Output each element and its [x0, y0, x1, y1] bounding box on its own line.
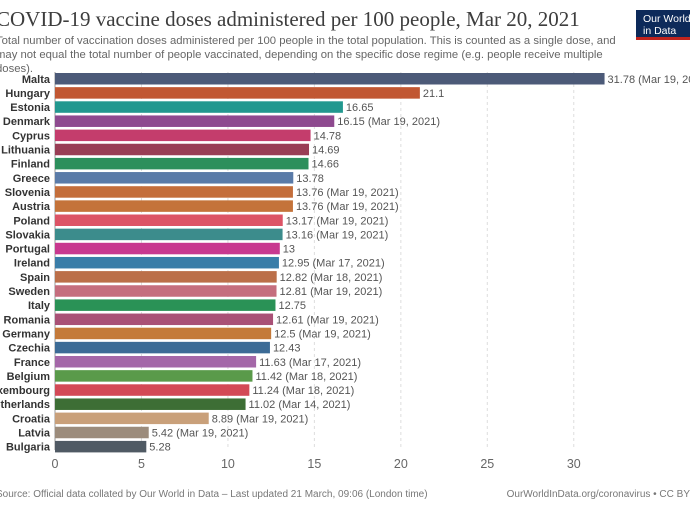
category-label: Finland [11, 159, 50, 171]
bar [55, 285, 277, 297]
bar [55, 341, 270, 354]
data-label: 13.76 (Mar 19, 2021) [296, 187, 399, 199]
bar [55, 101, 343, 113]
data-label: 16.65 [346, 102, 374, 114]
x-tick-label: 15 [307, 457, 321, 471]
x-tick-label: 10 [221, 457, 235, 471]
bar [55, 115, 335, 127]
category-label: Lithuania [1, 145, 51, 157]
category-label: Slovenia [5, 187, 51, 199]
bar [55, 143, 310, 156]
owid-logo[interactable]: Our World in Data [636, 10, 690, 40]
chart-title: COVID-19 vaccine doses administered per … [0, 7, 580, 31]
bar [55, 440, 147, 453]
category-label: Estonia [10, 102, 51, 114]
data-label: 11.42 (Mar 18, 2021) [255, 371, 357, 383]
category-label: Hungary [5, 88, 51, 100]
data-label: 12.75 [278, 300, 306, 312]
category-label: Spain [20, 272, 50, 284]
bar [55, 256, 279, 269]
data-label: 12.81 (Mar 19, 2021) [280, 286, 383, 298]
bar [55, 172, 294, 184]
bar [55, 299, 276, 311]
data-label: 12.61 (Mar 19, 2021) [276, 314, 379, 326]
license-link[interactable]: OurWorldInData.org/coronavirus • CC BY [506, 489, 690, 500]
category-label: Malta [22, 74, 51, 86]
data-label: 14.69 [312, 145, 340, 157]
data-label: 13.17 (Mar 19, 2021) [286, 215, 389, 227]
data-label: 14.78 [314, 130, 342, 142]
category-label: Croatia [12, 413, 51, 425]
data-label: 11.63 (Mar 17, 2021) [259, 357, 361, 369]
bar [55, 200, 293, 212]
category-label: Denmark [3, 116, 51, 128]
x-tick-label: 25 [480, 457, 494, 471]
bar [55, 356, 257, 368]
data-label: 13.78 [296, 173, 324, 185]
bar [55, 271, 277, 283]
bar [55, 87, 420, 99]
bar [55, 327, 272, 340]
data-label: 5.42 (Mar 19, 2021) [152, 428, 249, 440]
bar [55, 313, 274, 326]
source-note[interactable]: Source: Official data collated by Our Wo… [0, 489, 428, 500]
category-label: Bulgaria [6, 442, 51, 454]
bar [55, 426, 149, 439]
category-label: Romania [4, 314, 51, 326]
bar [55, 186, 293, 198]
category-label: Netherlands [0, 399, 50, 411]
category-label: Poland [13, 215, 50, 227]
bar [55, 214, 283, 226]
category-label: Austria [12, 201, 51, 213]
bar [55, 228, 283, 241]
category-label: Italy [28, 300, 51, 312]
data-label: 21.1 [423, 88, 444, 100]
bar-chart: 0 5 10 15 20 25 30 Malta 31.78 (Mar 19, 2021) Hun… [0, 72, 690, 471]
data-label: 11.24 (Mar 18, 2021) [252, 385, 354, 397]
data-label: 12.82 (Mar 18, 2021) [280, 272, 383, 284]
data-label: 13.76 (Mar 19, 2021) [296, 201, 399, 213]
data-label: 14.66 [312, 159, 340, 171]
data-label: 12.95 (Mar 17, 2021) [282, 258, 385, 270]
category-label: Ireland [14, 258, 50, 270]
category-label: France [14, 357, 50, 369]
x-tick-label: 5 [138, 457, 145, 471]
category-label: Greece [13, 173, 50, 185]
bar [55, 370, 253, 382]
data-label: 8.89 (Mar 19, 2021) [212, 413, 309, 425]
category-label: Luxembourg [0, 385, 50, 397]
x-tick-label: 20 [394, 457, 408, 471]
data-label: 12.5 (Mar 19, 2021) [274, 328, 371, 340]
data-label: 31.78 (Mar 19, 2021) [608, 74, 690, 86]
chart-subtitle: Total number of vaccination doses admini… [0, 35, 616, 75]
bar [55, 129, 311, 142]
bar [55, 384, 250, 396]
logo-line-2: in Data [643, 25, 677, 37]
data-label: 11.02 (Mar 14, 2021) [249, 399, 351, 411]
bar [55, 73, 605, 85]
logo-line-1: Our World [643, 13, 690, 25]
bar [55, 242, 280, 255]
category-label: Germany [2, 328, 51, 340]
data-label: 5.28 [149, 442, 170, 454]
category-label: Belgium [7, 371, 51, 383]
category-label: Portugal [5, 244, 50, 256]
bar [55, 157, 309, 170]
data-label: 16.15 (Mar 19, 2021) [337, 116, 440, 128]
bar [55, 412, 209, 425]
data-label: 12.43 [273, 343, 301, 355]
category-label: Czechia [8, 343, 50, 355]
x-tick-label: 0 [52, 457, 59, 471]
data-label: 13 [283, 244, 295, 256]
category-label: Sweden [8, 286, 50, 298]
category-label: Slovakia [5, 229, 51, 241]
category-label: Latvia [18, 428, 51, 440]
category-label: Cyprus [12, 130, 50, 142]
data-label: 13.16 (Mar 19, 2021) [286, 229, 389, 241]
bar [55, 398, 246, 410]
x-tick-label: 30 [567, 457, 581, 471]
